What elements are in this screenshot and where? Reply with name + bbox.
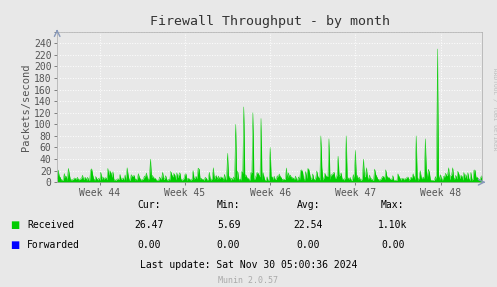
Text: Last update: Sat Nov 30 05:00:36 2024: Last update: Sat Nov 30 05:00:36 2024	[140, 260, 357, 269]
Text: 1.10k: 1.10k	[378, 220, 408, 230]
Y-axis label: Packets/second: Packets/second	[21, 63, 31, 151]
Text: ■: ■	[10, 241, 19, 250]
Text: 5.69: 5.69	[217, 220, 241, 230]
Text: 0.00: 0.00	[137, 241, 161, 250]
Text: 0.00: 0.00	[296, 241, 320, 250]
Text: Avg:: Avg:	[296, 200, 320, 210]
Text: Max:: Max:	[381, 200, 405, 210]
Text: 0.00: 0.00	[381, 241, 405, 250]
Text: Munin 2.0.57: Munin 2.0.57	[219, 276, 278, 285]
Text: Cur:: Cur:	[137, 200, 161, 210]
Text: 22.54: 22.54	[293, 220, 323, 230]
Text: ■: ■	[10, 220, 19, 230]
Text: 26.47: 26.47	[134, 220, 164, 230]
Title: Firewall Throughput - by month: Firewall Throughput - by month	[150, 15, 390, 28]
Text: 0.00: 0.00	[217, 241, 241, 250]
Text: Forwarded: Forwarded	[27, 241, 80, 250]
Text: Received: Received	[27, 220, 75, 230]
Text: Min:: Min:	[217, 200, 241, 210]
Text: RRDTOOL / TOBI OETIKER: RRDTOOL / TOBI OETIKER	[492, 68, 497, 150]
